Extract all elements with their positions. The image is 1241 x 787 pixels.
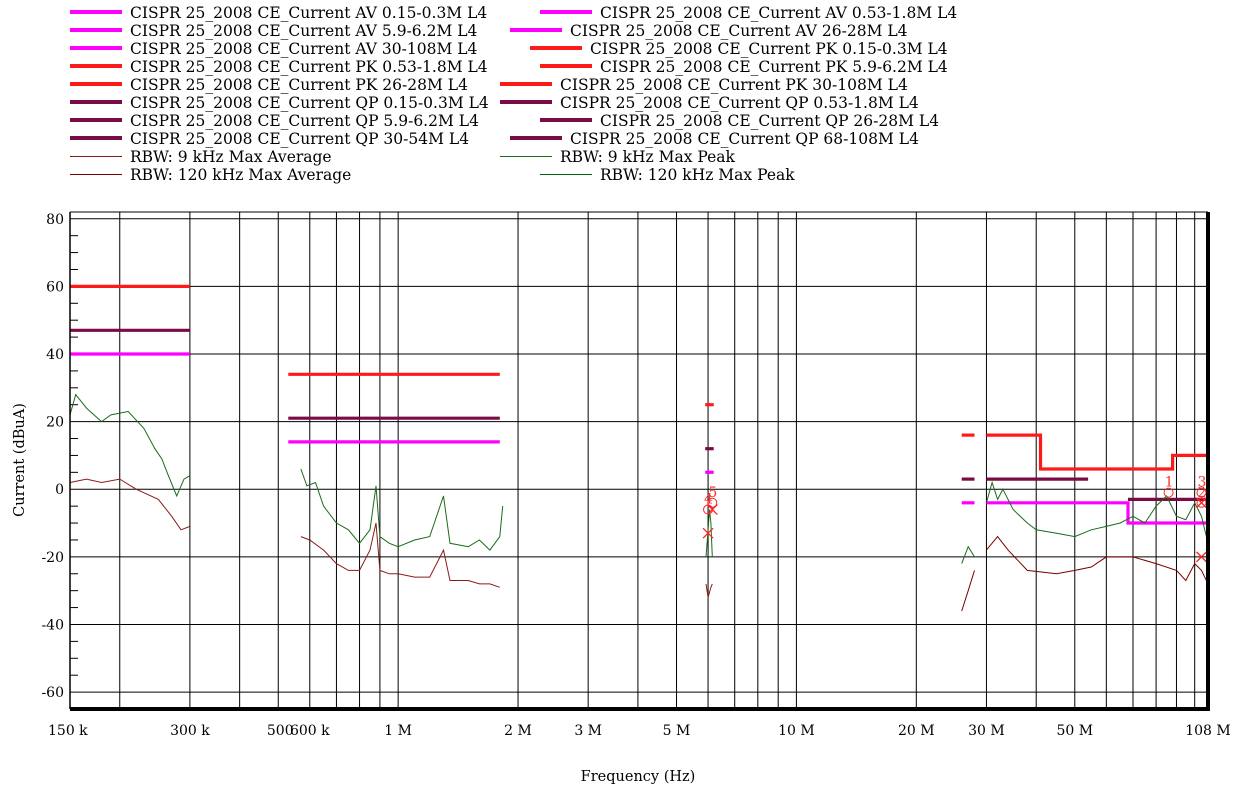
x-tick-label: 10 M xyxy=(778,723,815,739)
x-tick-label: 600 k xyxy=(290,723,330,739)
limit-lines xyxy=(70,284,1208,525)
limit-line xyxy=(986,433,1208,471)
legend-label: CISPR 25_2008 CE_Current QP 68-108M L4 xyxy=(570,130,919,148)
x-tick-label: 2 M xyxy=(504,723,532,739)
legend-swatch xyxy=(540,118,592,122)
legend-label: CISPR 25_2008 CE_Current AV 5.9-6.2M L4 xyxy=(130,22,478,40)
legend-label: CISPR 25_2008 CE_Current QP 0.53-1.8M L4 xyxy=(560,94,919,112)
trace-line xyxy=(300,468,504,551)
legend-label: CISPR 25_2008 CE_Current PK 30-108M L4 xyxy=(560,76,908,94)
x-tick-label: 5 M xyxy=(663,723,691,739)
legend-label: CISPR 25_2008 CE_Current QP 30-54M L4 xyxy=(130,130,470,148)
marker-circle xyxy=(1196,497,1207,508)
legend-swatch xyxy=(70,82,122,86)
x-axis-title: Frequency (Hz) xyxy=(581,769,696,785)
chart-grid xyxy=(69,212,1208,709)
marker-label: 5 xyxy=(708,485,717,501)
legend-swatch xyxy=(70,136,122,140)
legend-swatch xyxy=(70,100,122,104)
legend-label: CISPR 25_2008 CE_Current AV 30-108M L4 xyxy=(130,40,478,58)
x-tick-label: 20 M xyxy=(898,723,935,739)
legend-swatch xyxy=(510,28,562,32)
legend-label: CISPR 25_2008 CE_Current PK 5.9-6.2M L4 xyxy=(600,58,948,76)
measurement-traces xyxy=(69,393,1209,612)
legend-label: CISPR 25_2008 CE_Current AV 0.15-0.3M L4 xyxy=(130,4,488,22)
legend-label: CISPR 25_2008 CE_Current AV 26-28M L4 xyxy=(570,22,908,40)
x-tick-label: 50 M xyxy=(1056,723,1093,739)
x-tick-label: 150 k xyxy=(48,723,88,739)
legend-swatch xyxy=(530,46,582,50)
trace-line xyxy=(705,509,713,557)
x-tick-label: 500 xyxy=(267,723,294,739)
limit-line xyxy=(986,501,1208,525)
legend-swatch xyxy=(70,10,122,14)
marker-circle xyxy=(1196,487,1207,498)
trace-line xyxy=(69,478,191,531)
y-tick-label: 20 xyxy=(46,415,64,431)
legend-swatch xyxy=(500,156,552,157)
legend-label: CISPR 25_2008 CE_Current QP 26-28M L4 xyxy=(600,112,940,130)
legend-label: CISPR 25_2008 CE_Current PK 26-28M L4 xyxy=(130,76,468,94)
trace-line xyxy=(961,570,975,612)
legend-label: RBW: 9 kHz Max Average xyxy=(130,148,332,166)
legend-swatch xyxy=(500,100,552,104)
legend-swatch xyxy=(70,174,122,175)
legend-swatch xyxy=(70,118,122,122)
marker-label: 3 xyxy=(1197,475,1206,491)
legend-label: RBW: 9 kHz Max Peak xyxy=(560,148,735,166)
x-tick-label: 108 M xyxy=(1185,723,1231,739)
legend-label: CISPR 25_2008 CE_Current PK 0.15-0.3M L4 xyxy=(590,40,948,58)
chart-legend: CISPR 25_2008 CE_Current AV 0.15-0.3M L4… xyxy=(70,4,1230,206)
x-tick-label: 1 M xyxy=(384,723,412,739)
cross-marker xyxy=(1196,551,1207,563)
trace-line xyxy=(69,393,191,498)
legend-label: CISPR 25_2008 CE_Current AV 0.53-1.8M L4 xyxy=(600,4,958,22)
legend-swatch xyxy=(70,156,122,157)
y-tick-label: -40 xyxy=(41,617,64,633)
legend-label: RBW: 120 kHz Max Peak xyxy=(600,166,795,184)
legend-swatch xyxy=(70,64,122,68)
trace-line xyxy=(986,535,1209,585)
y-tick-label: -60 xyxy=(41,685,64,701)
y-tick-label: 60 xyxy=(46,279,64,295)
marker-label: 2 xyxy=(1197,485,1206,501)
trace-line xyxy=(705,583,713,598)
legend-swatch xyxy=(70,28,122,32)
legend-swatch xyxy=(540,10,592,14)
y-tick-label: -20 xyxy=(41,550,64,566)
legend-swatch xyxy=(540,64,592,68)
legend-swatch xyxy=(70,46,122,50)
x-tick-label: 3 M xyxy=(574,723,602,739)
legend-swatch xyxy=(500,82,552,86)
y-tick-label: 80 xyxy=(46,212,64,228)
trace-line xyxy=(961,545,975,564)
marker-circle xyxy=(707,497,718,508)
legend-label: CISPR 25_2008 CE_Current PK 0.53-1.8M L4 xyxy=(130,58,488,76)
legend-label: CISPR 25_2008 CE_Current QP 5.9-6.2M L4 xyxy=(130,112,479,130)
legend-swatch xyxy=(540,174,592,175)
trace-line xyxy=(985,480,1209,544)
trace-line xyxy=(300,522,500,588)
legend-swatch xyxy=(510,136,562,140)
marker-label: 1 xyxy=(1165,475,1174,491)
x-tick-label: 300 k xyxy=(170,723,210,739)
legend-label: RBW: 120 kHz Max Average xyxy=(130,166,352,184)
cross-marker xyxy=(702,527,714,539)
y-tick-label: 40 xyxy=(46,347,64,363)
x-tick-label: 30 M xyxy=(968,723,1005,739)
y-tick-label: 0 xyxy=(55,482,64,498)
legend-label: CISPR 25_2008 CE_Current QP 0.15-0.3M L4 xyxy=(130,94,489,112)
marker-circle xyxy=(1163,487,1174,498)
y-axis-title: Current (dBuA) xyxy=(12,403,28,517)
